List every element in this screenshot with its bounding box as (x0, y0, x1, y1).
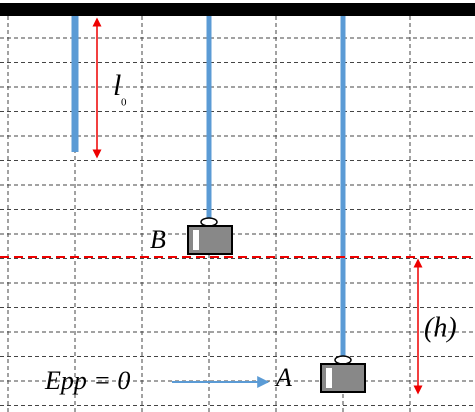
mass-b-shine (193, 230, 199, 250)
mass-b-label: B (150, 225, 166, 254)
height-label: (h) (424, 312, 457, 343)
ceiling (0, 3, 475, 16)
grid (0, 16, 475, 412)
length-label: l (113, 69, 121, 102)
hook-b (200, 217, 218, 227)
length-subscript: 0 (121, 97, 127, 109)
energy-label: Epp = 0 (44, 366, 130, 395)
mass-a-label: A (274, 363, 292, 392)
mass-a-shine (326, 368, 332, 388)
hook-a (334, 355, 352, 365)
